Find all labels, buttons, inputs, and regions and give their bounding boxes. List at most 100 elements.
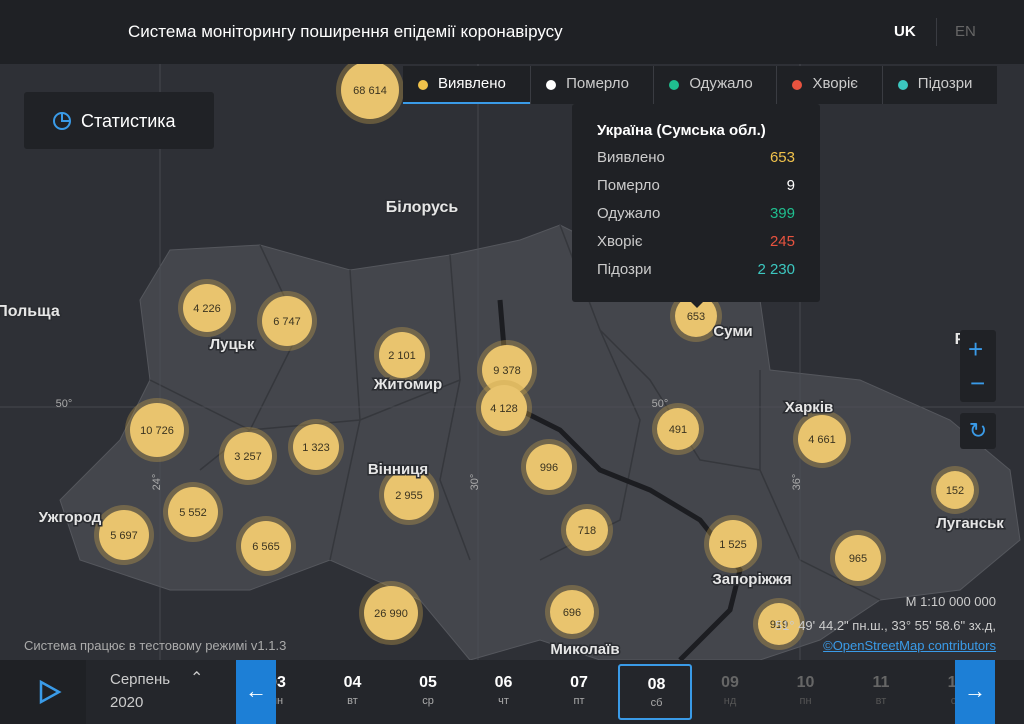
cluster-label: 718 [578,525,596,537]
year: 2020 [110,694,144,711]
day[interactable]: 12 ср [920,660,955,724]
cluster [341,61,399,119]
lang-en[interactable]: EN [955,23,976,40]
cluster [99,510,149,560]
cluster-label: 68 614 [353,85,387,97]
tab-label: Хворіє [812,75,858,92]
cluster [241,521,291,571]
cluster-label: 653 [687,311,705,323]
cluster-label: 26 990 [374,608,408,620]
stats-icon [53,112,71,130]
cluster [709,520,757,568]
tab[interactable]: Одужало [653,66,776,104]
cluster [758,603,800,645]
tooltip-value: 2 230 [757,261,795,278]
next-button[interactable]: → [955,660,995,724]
day[interactable]: 07 пт [542,660,616,724]
tooltip-value: 399 [769,205,795,222]
graticule-label: 24° [151,474,163,491]
weekday: вт [875,695,887,707]
day-strip: 03 пн 04 вт 05 ср 06 чт 07 пт 08 сб 09 нд 10 пн 11 вт 12 ср [276,660,955,724]
weekday: нд [723,695,737,707]
coordinates: 51° 49' 44.2" пн.ш., 33° 55' 58.6" зх.д, [774,618,996,633]
cluster-label: 10 726 [140,425,174,437]
weekday: ср [422,695,434,707]
graticule-label: 36° [791,474,803,491]
cluster-label: 4 128 [490,403,518,415]
day[interactable]: 04 вт [316,660,390,724]
day[interactable]: 03 пн [276,660,314,724]
cluster [550,590,594,634]
graticule-label: 30° [469,474,481,491]
cluster [379,332,425,378]
cluster [835,535,881,581]
cluster [482,345,532,395]
status: Система працює в тестовому режимі v1.1.3 [24,638,287,653]
month-toggle[interactable]: ⌃ [190,670,204,687]
tooltip-value: 653 [769,149,795,166]
day[interactable]: 09 нд [693,660,767,724]
cluster-label: 919 [770,619,788,631]
zoom-out[interactable]: − [970,368,986,398]
day-number: 12 [947,674,955,691]
tab-dot [897,80,908,90]
tab-label: Померло [566,75,630,92]
tooltip-label: Хворіє [597,233,643,250]
place-label: Ужгород [39,509,102,526]
cluster-label: 5 697 [110,530,138,542]
place-label: Миколаїв [550,641,619,658]
reset-button[interactable]: ↻ [960,413,996,449]
weekday: пн [276,695,284,707]
graticule-label: 50° [652,398,669,410]
place-label: Вінниця [368,461,428,478]
day-number: 05 [419,674,437,691]
cluster-label: 3 257 [234,451,262,463]
stats-button[interactable]: Статистика [24,92,214,149]
place-label: Луцьк [210,336,255,353]
day-number: 09 [721,674,739,691]
tooltip-label: Виявлено [597,149,665,166]
tooltip: Україна (Сумська обл.) Виявлено 653 Померл… [572,104,820,302]
weekday: пт [573,695,585,707]
cluster [675,295,717,337]
lang-uk[interactable]: UK [894,23,916,40]
cluster [936,471,974,509]
play-icon [39,679,62,705]
tab[interactable]: Підозри [881,66,997,104]
day-number: 04 [343,674,362,691]
zoom-in[interactable]: + [968,334,984,364]
month[interactable]: Серпень [110,671,171,688]
day-number: 10 [796,674,815,691]
attribution[interactable]: ©OpenStreetMap contributors [823,638,996,653]
divider [936,18,937,46]
tooltip-label: Підозри [597,261,652,278]
tab[interactable]: Хворіє [776,66,881,104]
tab-bar: Виявлено Померло Одужало Хворіє Підозри [403,66,997,104]
tooltip-value: 9 [786,177,795,194]
day[interactable]: 06 чт [467,660,541,724]
place-label: Луганськ [936,515,1004,532]
tab[interactable]: Виявлено [403,66,531,104]
cluster [130,403,184,457]
cluster-label: 996 [540,462,558,474]
region-borders [149,224,881,601]
day[interactable]: 08 сб [617,664,692,720]
tab[interactable]: Померло [530,66,653,104]
place-label: Запоріжжя [712,571,791,588]
day[interactable]: 11 вт [844,660,918,724]
day[interactable]: 05 ср [391,660,465,724]
weekday: чт [498,695,509,707]
graticule-label: 50° [56,398,73,410]
place-label: Суми [713,323,752,340]
day[interactable]: 10 пн [769,660,843,724]
prev-button[interactable]: ← [236,660,276,724]
cluster-label: 6 565 [252,541,280,553]
tooltip-value: 245 [769,233,795,250]
play-button[interactable] [0,660,86,724]
tooltip-label: Одужало [597,205,661,222]
timeline [0,660,1024,724]
cluster-label: 5 552 [179,507,207,519]
day-number: 11 [872,674,890,691]
